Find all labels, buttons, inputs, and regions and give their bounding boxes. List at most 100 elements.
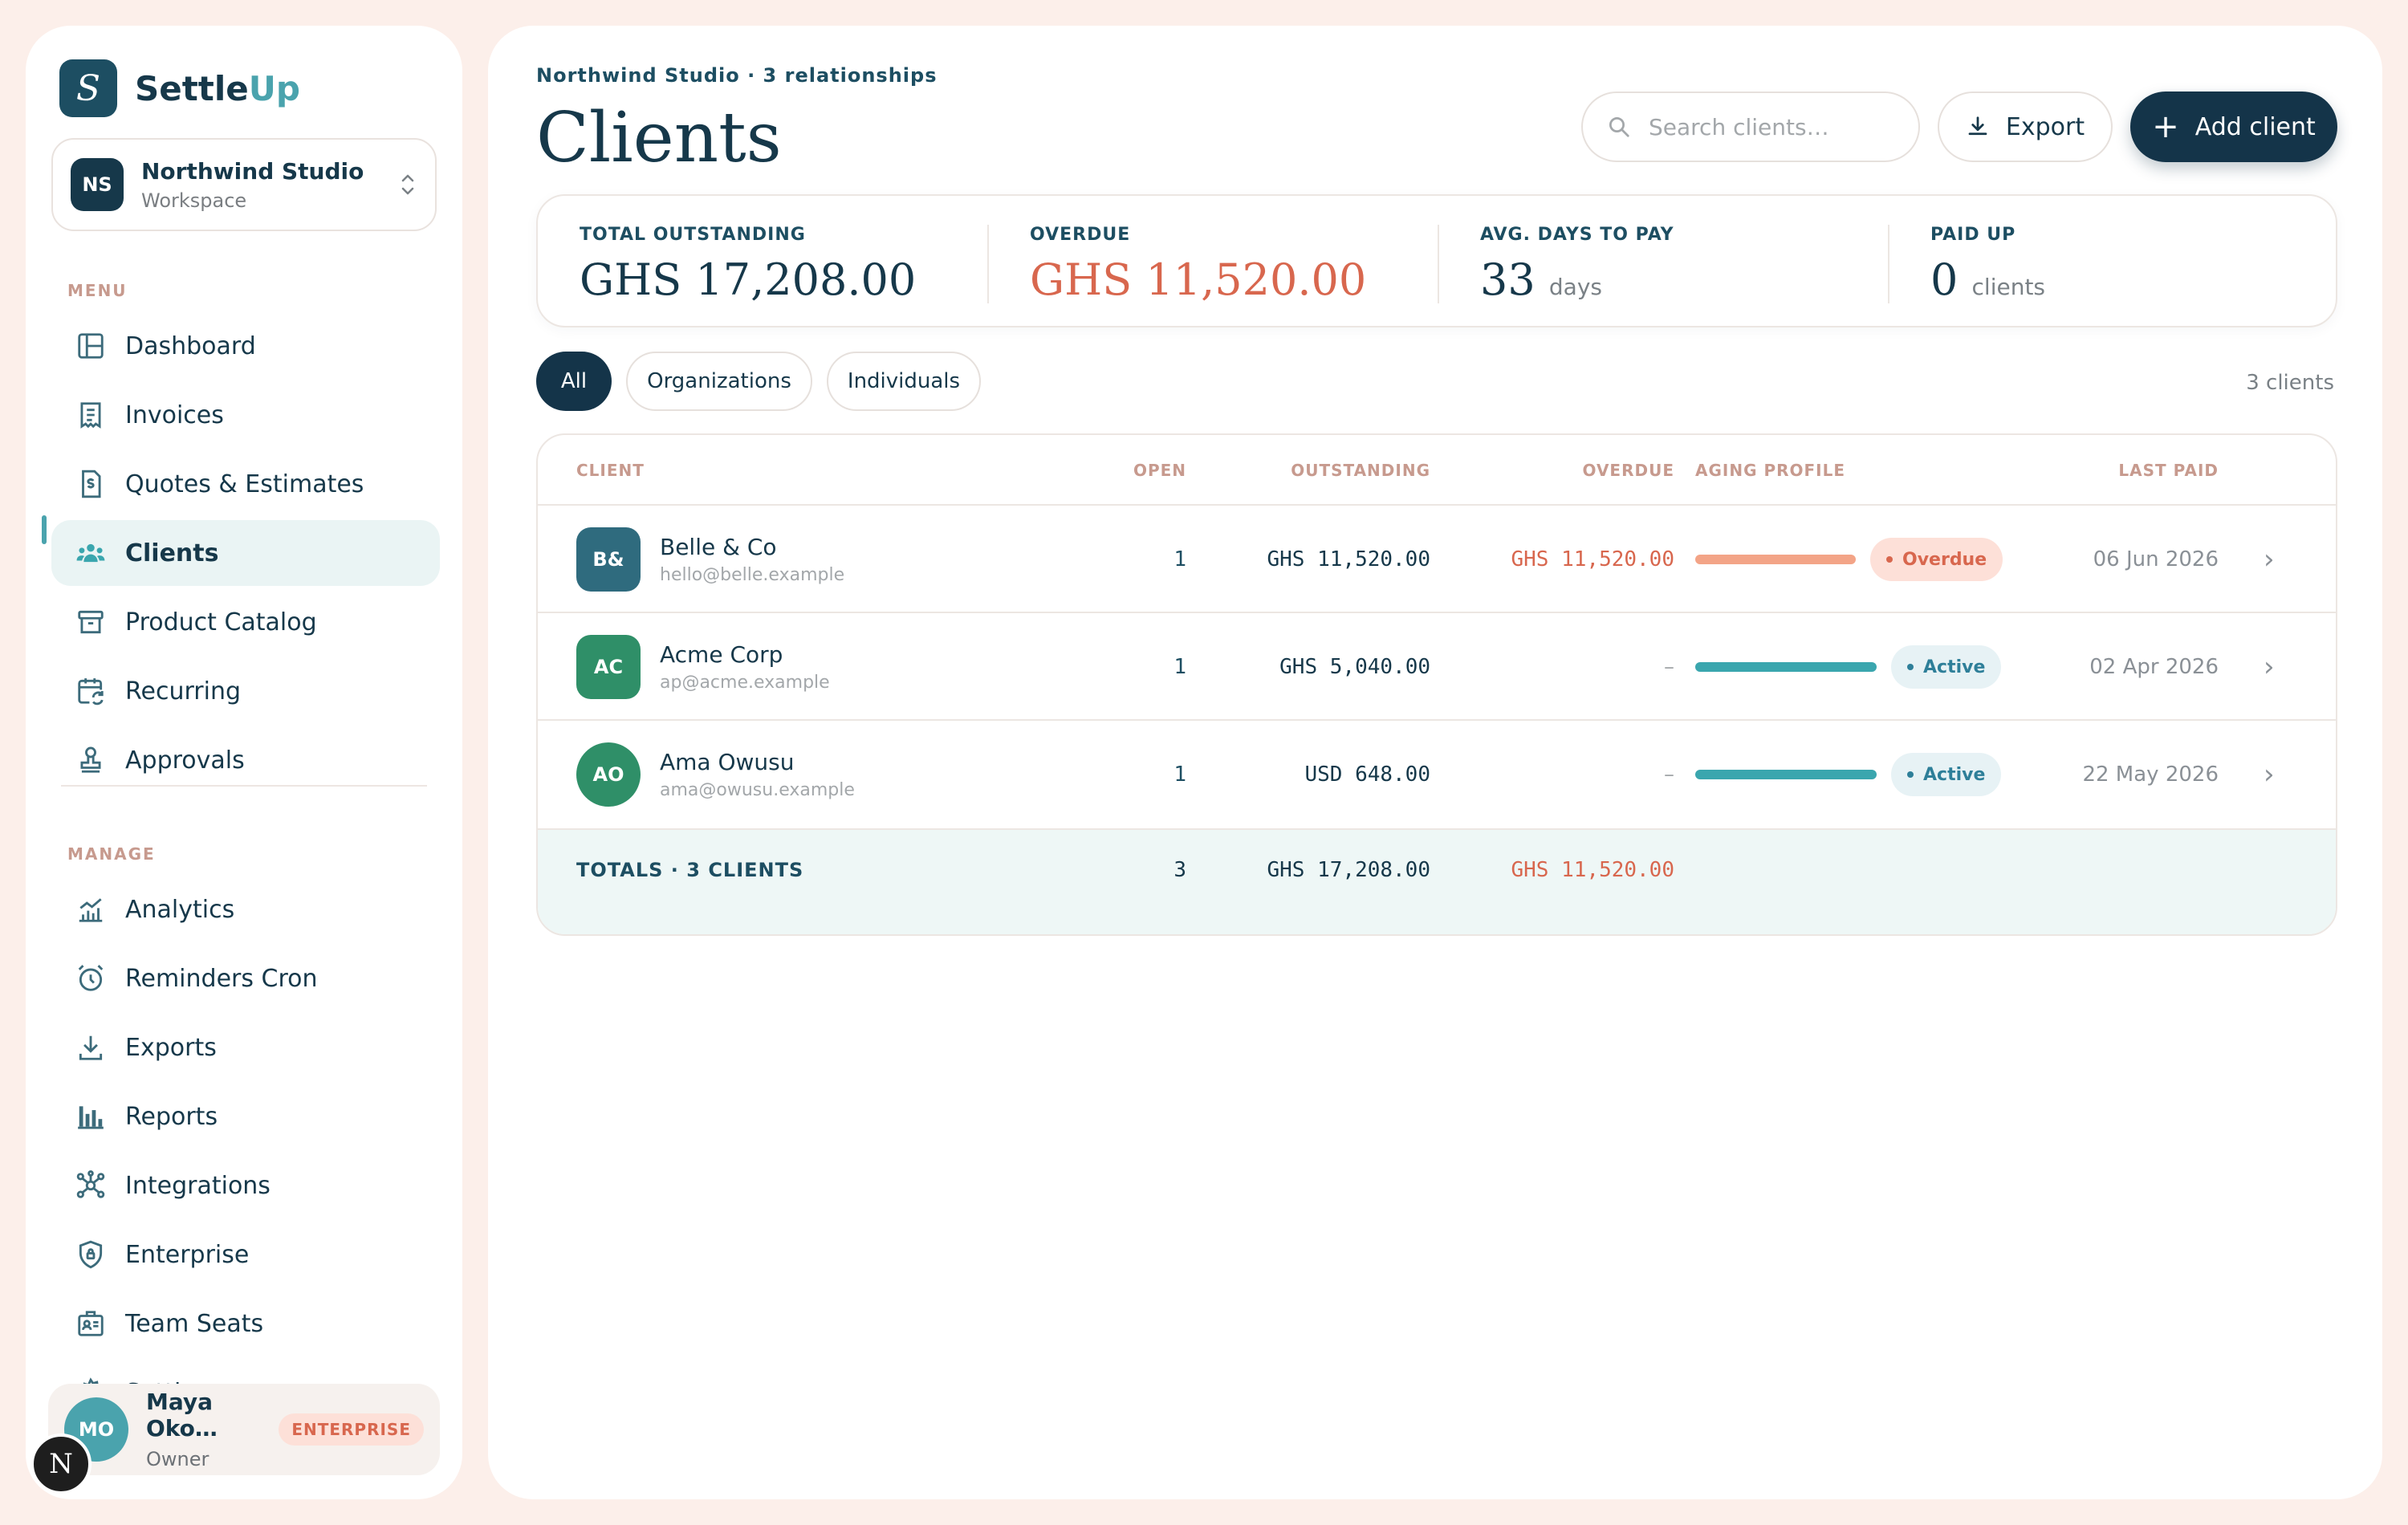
add-client-button[interactable]: + Add client xyxy=(2130,92,2337,162)
analytics-icon xyxy=(79,898,103,922)
nav-label: Enterprise xyxy=(125,1240,250,1269)
client-count: 3 clients xyxy=(2246,371,2334,395)
status-badge: Overdue xyxy=(1870,538,2003,581)
stat-divider xyxy=(1438,225,1439,303)
stat-value: GHS 17,208.00 xyxy=(580,254,917,305)
nav-dashboard[interactable]: Dashboard xyxy=(51,313,440,379)
overdue-amount: – xyxy=(1664,655,1674,679)
filter-individuals[interactable]: Individuals xyxy=(827,352,981,411)
nav-exports[interactable]: Exports xyxy=(51,1015,440,1080)
brand-name: SettleUp xyxy=(135,69,300,108)
page-title: Clients xyxy=(536,98,782,178)
outstanding-amount: GHS 5,040.00 xyxy=(1279,655,1430,679)
client-avatar: B& xyxy=(576,527,641,592)
dev-tools-badge[interactable]: N xyxy=(31,1434,92,1494)
header-overdue[interactable]: OVERDUE xyxy=(1582,461,1674,480)
last-paid: 22 May 2026 xyxy=(2082,762,2219,787)
download-icon xyxy=(1968,116,1987,136)
chevron-right-icon[interactable]: › xyxy=(2264,758,2275,791)
nav-label: Recurring xyxy=(125,677,241,706)
main-panel: Northwind Studio · 3 relationships Clien… xyxy=(488,26,2382,1499)
export-button[interactable]: Export xyxy=(1938,92,2113,162)
table-row[interactable]: AC Acme Corp ap@acme.example 1 GHS 5,040… xyxy=(538,612,2336,721)
manage-section-label: MANAGE xyxy=(67,844,156,864)
status-dot xyxy=(1907,664,1914,670)
status-dot xyxy=(1886,556,1893,563)
totals-row: TOTALS · 3 CLIENTS 3 GHS 17,208.00 GHS 1… xyxy=(538,828,2336,934)
nav-label: Invoices xyxy=(125,401,224,429)
nav-recurring[interactable]: Recurring xyxy=(51,658,440,724)
nav-label: Product Catalog xyxy=(125,608,317,636)
chevron-right-icon[interactable]: › xyxy=(2264,543,2275,575)
nav-approvals[interactable]: Approvals xyxy=(51,727,440,793)
aging-cell: Active xyxy=(1695,613,2002,721)
brand[interactable]: S SettleUp xyxy=(59,59,300,117)
nav-product-catalog[interactable]: Product Catalog xyxy=(51,589,440,655)
open-count: 1 xyxy=(1173,762,1186,787)
clients-table: CLIENT OPEN OUTSTANDING OVERDUE AGING PR… xyxy=(536,433,2337,936)
filter-organizations[interactable]: Organizations xyxy=(626,352,812,411)
users-icon xyxy=(76,543,105,563)
bar-chart-icon xyxy=(78,1106,104,1129)
nav-label: Integrations xyxy=(125,1171,270,1200)
aging-cell: Overdue xyxy=(1695,506,2003,613)
nav-label: Exports xyxy=(125,1033,217,1062)
stat-unit: days xyxy=(1548,274,1602,300)
header-open[interactable]: OPEN xyxy=(1133,461,1186,480)
stat-divider xyxy=(987,225,989,303)
header-outstanding[interactable]: OUTSTANDING xyxy=(1291,461,1430,480)
header-client[interactable]: CLIENT xyxy=(576,461,645,480)
plan-badge: ENTERPRISE xyxy=(279,1413,424,1446)
client-email: ama@owusu.example xyxy=(660,780,855,800)
stat-avg-days: AVG. DAYS TO PAY 33 days xyxy=(1438,196,1888,329)
nav-quotes[interactable]: Quotes & Estimates xyxy=(51,451,440,517)
search-placeholder: Search clients… xyxy=(1649,113,1829,140)
stamp-icon xyxy=(80,746,101,773)
stat-label: OVERDUE xyxy=(1030,225,1131,245)
nav-analytics[interactable]: Analytics xyxy=(51,876,440,942)
table-row[interactable]: AO Ama Owusu ama@owusu.example 1 USD 648… xyxy=(538,719,2336,827)
totals-overdue: GHS 11,520.00 xyxy=(1511,858,1675,882)
nav-clients[interactable]: Clients xyxy=(51,520,440,586)
client-email: hello@belle.example xyxy=(660,565,845,585)
nav-invoices[interactable]: Invoices xyxy=(51,382,440,448)
chevron-right-icon[interactable]: › xyxy=(2264,651,2275,683)
sidebar-divider xyxy=(61,785,427,787)
stats-panel: TOTAL OUTSTANDING GHS 17,208.00 OVERDUE … xyxy=(536,194,2337,327)
client-name[interactable]: Acme Corp xyxy=(660,641,783,668)
stat-value-row: 0 clients xyxy=(1930,254,2338,305)
download-icon xyxy=(79,1035,103,1060)
search-icon xyxy=(1609,117,1629,137)
brand-name-accent: Up xyxy=(248,68,300,108)
nav-label: Reminders Cron xyxy=(125,964,318,993)
nav-label: Approvals xyxy=(125,746,245,775)
status-label: Active xyxy=(1923,657,1986,677)
nav-label: Reports xyxy=(125,1102,218,1131)
shield-icon xyxy=(79,1240,103,1269)
layout-icon xyxy=(78,333,104,359)
workspace-avatar: NS xyxy=(71,158,124,211)
client-name[interactable]: Ama Owusu xyxy=(660,749,795,775)
stat-total-outstanding: TOTAL OUTSTANDING GHS 17,208.00 xyxy=(538,196,987,329)
nav-reminders-cron[interactable]: Reminders Cron xyxy=(51,946,440,1011)
overdue-amount: – xyxy=(1664,762,1674,787)
nav-team-seats[interactable]: Team Seats xyxy=(51,1291,440,1356)
invoice-icon xyxy=(80,402,101,429)
nav-enterprise[interactable]: Enterprise xyxy=(51,1222,440,1287)
workspace-switcher[interactable]: NS Northwind Studio Workspace xyxy=(51,138,437,231)
stat-label: AVG. DAYS TO PAY xyxy=(1480,225,1674,245)
table-row[interactable]: B& Belle & Co hello@belle.example 1 GHS … xyxy=(538,504,2336,613)
header-last-paid[interactable]: LAST PAID xyxy=(2118,461,2219,480)
network-icon xyxy=(76,1170,105,1198)
stat-value: 0 xyxy=(1930,254,1959,305)
nav-reports[interactable]: Reports xyxy=(51,1084,440,1149)
user-profile[interactable]: MO Maya Oko… Owner ENTERPRISE xyxy=(48,1384,440,1475)
nav-integrations[interactable]: Integrations xyxy=(51,1153,440,1218)
stat-label: PAID UP xyxy=(1930,225,2016,245)
filter-all[interactable]: All xyxy=(536,352,612,411)
status-badge: Active xyxy=(1891,753,2002,796)
totals-outstanding: GHS 17,208.00 xyxy=(1267,858,1431,882)
status-label: Overdue xyxy=(1902,549,1987,570)
client-name[interactable]: Belle & Co xyxy=(660,534,777,560)
search-input[interactable]: Search clients… xyxy=(1581,92,1920,162)
